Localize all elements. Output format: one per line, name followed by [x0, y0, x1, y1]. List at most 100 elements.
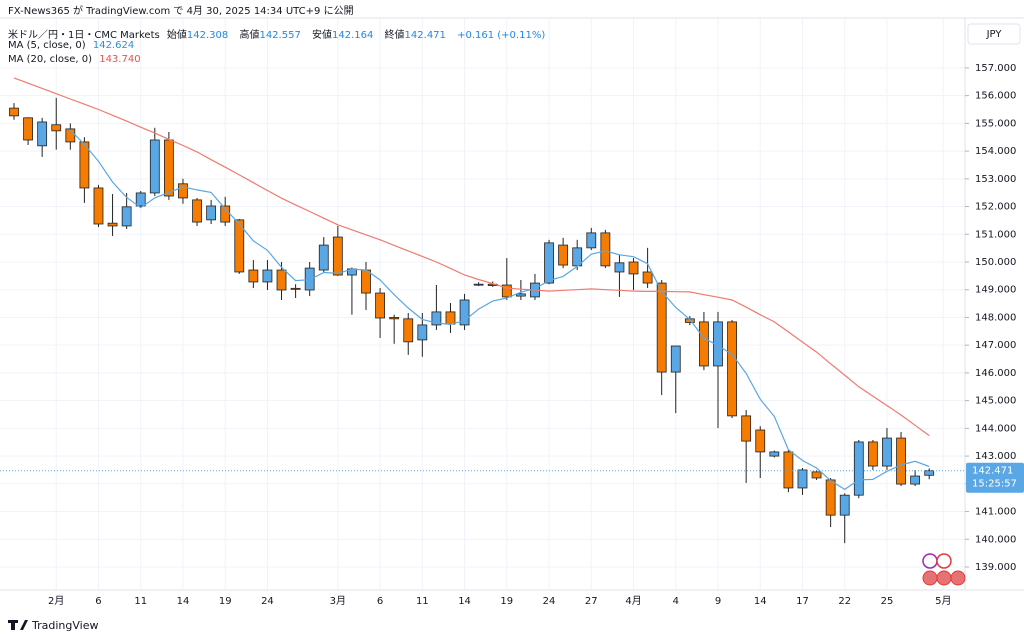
- legend-item[interactable]: MA (20, close, 0) 143.740: [8, 54, 145, 65]
- y-tick-label: 157.000: [975, 63, 1016, 74]
- candle-body: [178, 183, 188, 199]
- value: 142.164: [332, 30, 374, 41]
- candle-body: [473, 283, 484, 286]
- price-label-box: [966, 462, 1024, 493]
- y-tick-label: 141.000: [975, 507, 1016, 518]
- y-tick-label: 152.000: [975, 202, 1016, 213]
- candle-body: [501, 284, 512, 298]
- candle-body: [769, 451, 780, 457]
- candle-body: [896, 437, 906, 485]
- candle-body: [600, 232, 611, 267]
- candle-body: [417, 324, 428, 341]
- label: 始値: [166, 30, 187, 41]
- x-tick-label: 14: [754, 596, 767, 607]
- price-label: 142.471: [972, 466, 1013, 477]
- candle-body: [783, 451, 794, 489]
- candle-body: [403, 318, 414, 343]
- candle-body: [445, 311, 456, 325]
- candle-body: [910, 475, 921, 485]
- countdown: 15:25:57: [972, 479, 1017, 490]
- candle-body: [515, 293, 526, 297]
- candle-body: [37, 121, 48, 147]
- candle-body: [924, 470, 935, 476]
- icon[interactable]: [922, 553, 938, 569]
- candle-body: [642, 271, 653, 284]
- icon[interactable]: [936, 570, 952, 586]
- value: 142.557: [259, 30, 301, 41]
- candle-body: [234, 219, 245, 273]
- candle-body: [149, 139, 160, 194]
- candle-body: [811, 471, 822, 479]
- ma-line: [13, 77, 930, 437]
- x-tick-label: 24: [261, 596, 274, 607]
- candle-body: [558, 244, 569, 266]
- candle-body: [163, 139, 174, 197]
- x-tick-label: 25: [881, 596, 894, 607]
- legend-name: MA (20, close, 0): [8, 54, 93, 65]
- ohlc: 終値142.471: [385, 30, 450, 41]
- x-tick-label: 11: [134, 596, 147, 607]
- legend-value: 142.624: [92, 40, 135, 51]
- legend-item[interactable]: MA (5, close, 0) 142.624: [8, 40, 138, 51]
- y-tick-label: 144.000: [975, 423, 1016, 434]
- y-tick-label: 148.000: [975, 312, 1016, 323]
- x-tick-label: 6: [377, 596, 383, 607]
- value: 142.471: [404, 30, 446, 41]
- x-tick-label: 24: [543, 596, 556, 607]
- y-tick-label: 145.000: [975, 396, 1016, 407]
- x-tick-label: 2月: [48, 595, 64, 607]
- icon[interactable]: [950, 570, 966, 586]
- candle-body: [797, 469, 808, 489]
- y-tick-label: 155.000: [975, 118, 1016, 129]
- candle-body: [248, 269, 259, 283]
- candle-body: [23, 117, 33, 141]
- candle-body: [135, 192, 146, 207]
- x-tick-label: 3月: [330, 595, 346, 607]
- y-tick-label: 146.000: [975, 368, 1016, 379]
- x-tick-label: 14: [177, 596, 190, 607]
- icons: [922, 553, 966, 586]
- symbol: 米ドル／円・1日・CMC Markets: [8, 30, 160, 41]
- currency-box[interactable]: [967, 23, 1021, 45]
- x-tick-label: 14: [458, 596, 471, 607]
- candle-body: [459, 299, 470, 326]
- candle-body: [713, 321, 723, 367]
- y-tick-label: 140.000: [975, 534, 1016, 545]
- ohlc: 安値142.164: [312, 30, 377, 41]
- candle-body: [389, 317, 400, 320]
- x-tick-label: 22: [838, 596, 851, 607]
- candle-body: [670, 345, 681, 373]
- legend-value: 143.740: [99, 54, 141, 65]
- x-tick-label: 4月: [625, 595, 641, 607]
- candle-body: [656, 282, 667, 373]
- banner: FX-News365 が TradingView.com で 4月 30, 20…: [8, 6, 354, 17]
- candle-body: [755, 429, 766, 453]
- candle-body: [825, 479, 836, 516]
- candle-body: [51, 124, 62, 132]
- x-tick-label: 19: [219, 596, 232, 607]
- y-tick-label: 139.000: [975, 562, 1016, 573]
- label: 安値: [312, 30, 332, 41]
- ma-line: [69, 129, 930, 491]
- ohlc: 始値142.308: [167, 30, 232, 41]
- y-tick-label: 149.000: [975, 285, 1016, 296]
- icon[interactable]: [922, 570, 938, 586]
- label: 高値: [239, 30, 260, 41]
- candle-body: [853, 441, 864, 496]
- candle-body: [544, 242, 554, 284]
- x-tick-label: 19: [500, 596, 513, 607]
- candle-body: [290, 287, 301, 290]
- candle-body: [727, 321, 737, 417]
- x-tick-label: 6: [95, 596, 101, 607]
- icon[interactable]: [936, 553, 952, 569]
- label: 終値: [384, 30, 405, 41]
- x-tick-label: 27: [585, 596, 598, 607]
- candle-body: [206, 205, 217, 221]
- candle-body: [431, 311, 442, 326]
- value: 142.308: [186, 30, 229, 41]
- y-tick-label: 150.000: [975, 257, 1016, 268]
- candle-body: [614, 262, 625, 273]
- candle-body: [867, 441, 878, 467]
- y-tick-label: 147.000: [975, 340, 1016, 351]
